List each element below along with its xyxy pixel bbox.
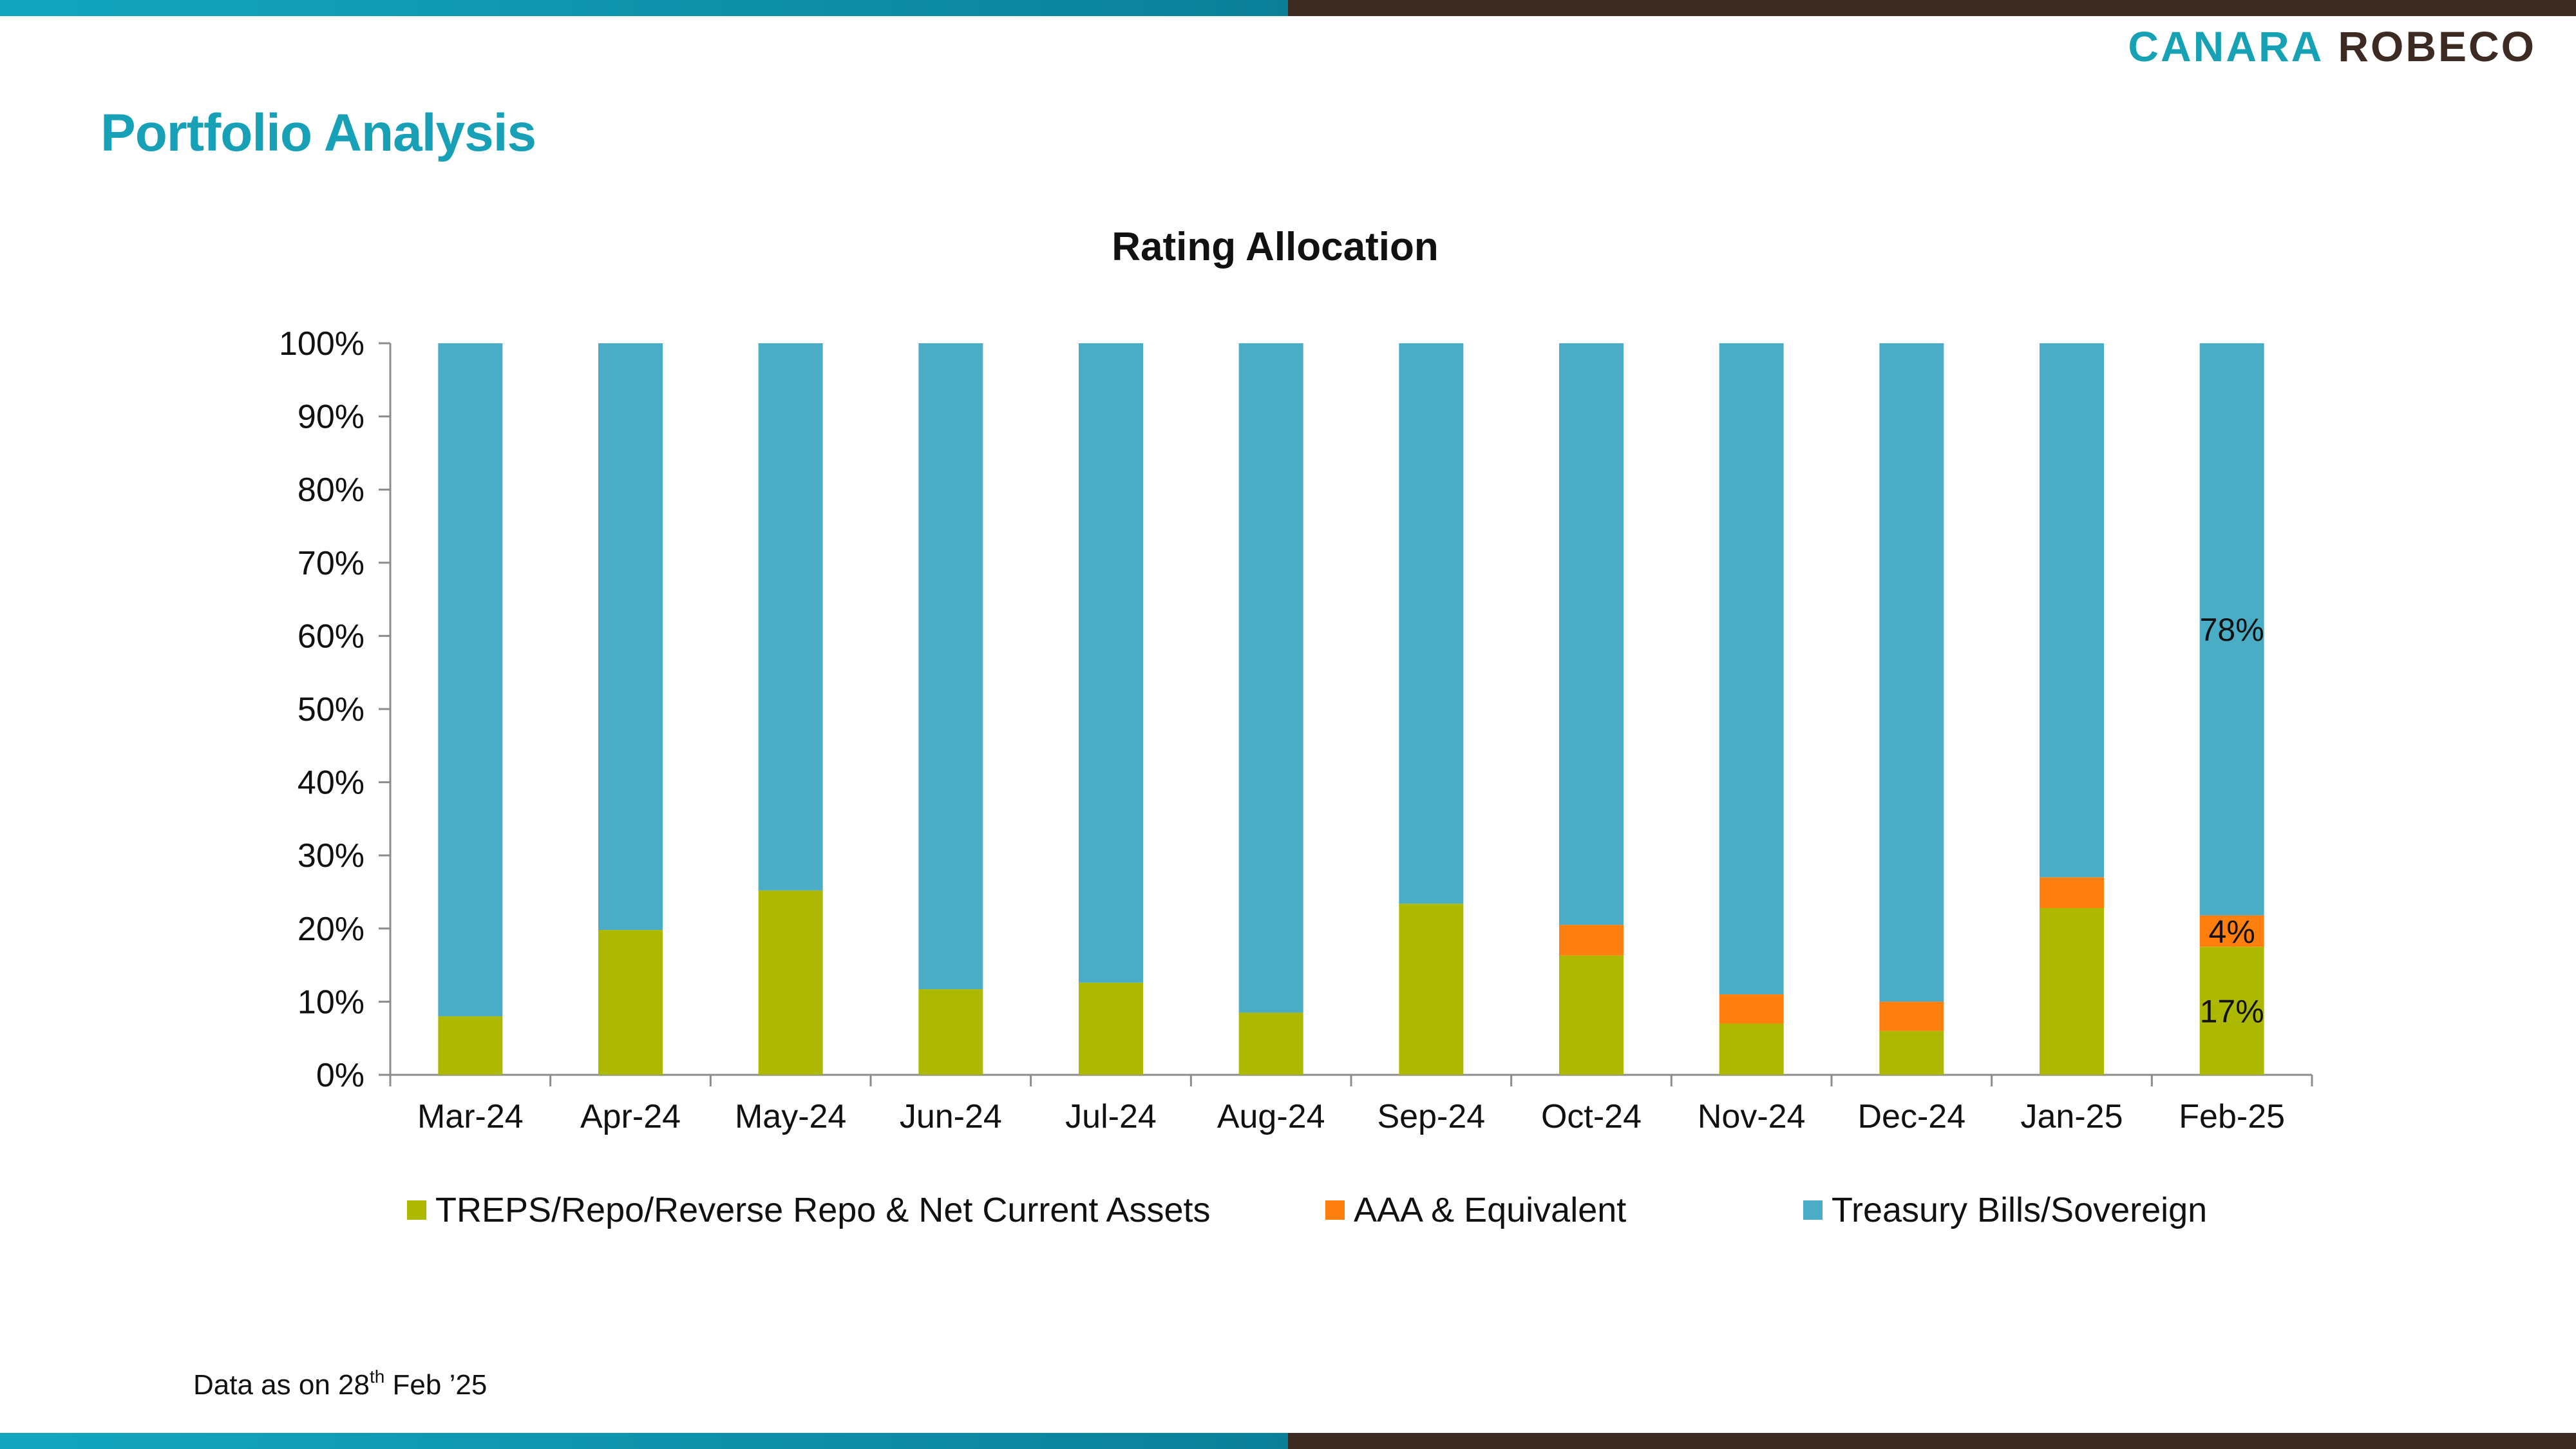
bar-segment-2 xyxy=(2199,915,2264,947)
bar-segment-1 xyxy=(1079,982,1143,1075)
footnote-superscript: th xyxy=(369,1367,385,1387)
x-tick-label: Dec-24 xyxy=(1858,1098,1966,1135)
x-tick-label: Nov-24 xyxy=(1698,1098,1806,1135)
x-tick-label: Sep-24 xyxy=(1377,1098,1485,1135)
footnote-suffix: Feb ’25 xyxy=(384,1369,488,1401)
data-label: 4% xyxy=(2209,914,2255,950)
legend-swatch-treps xyxy=(407,1200,426,1220)
y-tick-label: 90% xyxy=(298,399,365,436)
bar-segment-1 xyxy=(1879,1030,1944,1075)
rating-allocation-chart: 0% 10% 20% 30% 40% 50% 60% 70% 80% 90% 100% Mar-24 A… xyxy=(279,325,2313,1135)
bar-segment-1 xyxy=(1238,1012,1303,1075)
bar-segment-3 xyxy=(758,343,823,891)
x-tick-label: Apr-24 xyxy=(580,1098,681,1135)
data-date-footnote: Data as on 28th Feb ’25 xyxy=(193,1367,487,1401)
x-tick-label: Aug-24 xyxy=(1217,1098,1325,1135)
bottom-accent-brown xyxy=(1288,1433,2576,1449)
logo-word-robeco: ROBECO xyxy=(2338,23,2536,70)
x-tick-label: Oct-24 xyxy=(1541,1098,1642,1135)
y-tick-label: 100% xyxy=(279,325,365,363)
legend-swatch-aaa xyxy=(1325,1200,1345,1220)
x-tick-label: Feb-25 xyxy=(2179,1098,2285,1135)
y-tick-label: 80% xyxy=(298,471,365,509)
bar-segment-3 xyxy=(2199,343,2264,916)
bar-segment-1 xyxy=(758,890,823,1075)
bottom-accent-teal xyxy=(0,1433,1288,1449)
bar-segment-1 xyxy=(1559,955,1624,1075)
y-tick-label: 10% xyxy=(298,983,365,1021)
bar-segment-3 xyxy=(2040,343,2104,878)
y-tick-label: 20% xyxy=(298,911,365,948)
bar-segment-3 xyxy=(1238,343,1303,1013)
legend-label-treasury: Treasury Bills/Sovereign xyxy=(1832,1191,2208,1229)
chart-title: Rating Allocation xyxy=(1112,225,1439,269)
legend-swatch-treasury xyxy=(1803,1200,1823,1220)
y-tick-label: 0% xyxy=(316,1057,365,1094)
page-title: Portfolio Analysis xyxy=(100,104,536,162)
bar-segment-2 xyxy=(2040,877,2104,908)
bar-segment-1 xyxy=(2199,947,2264,1075)
bar-segment-2 xyxy=(1719,994,1784,1024)
bar-segment-1 xyxy=(598,930,663,1075)
top-accent-teal xyxy=(0,0,1288,16)
data-label: 78% xyxy=(2200,612,2264,648)
bar-segment-3 xyxy=(1879,343,1944,1002)
top-accent-brown xyxy=(1288,0,2576,16)
bar-segment-1 xyxy=(918,989,983,1075)
bar-segment-3 xyxy=(1079,343,1143,983)
legend-item-aaa: AAA & Equivalent xyxy=(1325,1190,1626,1230)
bottom-accent-bar xyxy=(0,1433,2576,1449)
legend-label-aaa: AAA & Equivalent xyxy=(1354,1191,1627,1229)
bar-segment-3 xyxy=(918,343,983,990)
y-tick-label: 40% xyxy=(298,764,365,802)
top-accent-bar xyxy=(0,0,2576,16)
x-tick-label: Jul-24 xyxy=(1065,1098,1157,1135)
legend-label-treps: TREPS/Repo/Reverse Repo & Net Current As… xyxy=(435,1191,1211,1229)
bar-segment-1 xyxy=(1719,1023,1784,1075)
y-tick-label: 70% xyxy=(298,545,365,582)
bar-segment-2 xyxy=(1559,925,1624,956)
logo-word-canara: CANARA xyxy=(2128,23,2324,70)
y-tick-label: 50% xyxy=(298,691,365,728)
brand-logo: CANARA ROBECO xyxy=(2128,21,2536,72)
x-tick-label: Jun-24 xyxy=(900,1098,1002,1135)
bar-segment-3 xyxy=(1399,343,1464,904)
bar-segment-3 xyxy=(598,343,663,931)
bar-segment-1 xyxy=(1399,904,1464,1075)
bar-segment-3 xyxy=(1719,343,1784,995)
footnote-prefix: Data as on 28 xyxy=(193,1369,370,1401)
bar-segment-2 xyxy=(1879,1001,1944,1031)
bar-segment-1 xyxy=(438,1016,503,1075)
bar-segment-3 xyxy=(438,343,503,1017)
x-tick-label: Jan-25 xyxy=(2021,1098,2123,1135)
bar-segment-1 xyxy=(2040,907,2104,1075)
y-tick-label: 30% xyxy=(298,837,365,875)
y-tick-label: 60% xyxy=(298,618,365,655)
bar-segment-3 xyxy=(1559,343,1624,925)
legend-item-treasury: Treasury Bills/Sovereign xyxy=(1803,1190,2207,1230)
data-label: 17% xyxy=(2200,994,2264,1030)
x-tick-label: Mar-24 xyxy=(417,1098,524,1135)
legend-item-treps: TREPS/Repo/Reverse Repo & Net Current As… xyxy=(407,1190,1211,1230)
chart-legend: TREPS/Repo/Reverse Repo & Net Current As… xyxy=(0,1190,2576,1242)
x-tick-label: May-24 xyxy=(735,1098,846,1135)
